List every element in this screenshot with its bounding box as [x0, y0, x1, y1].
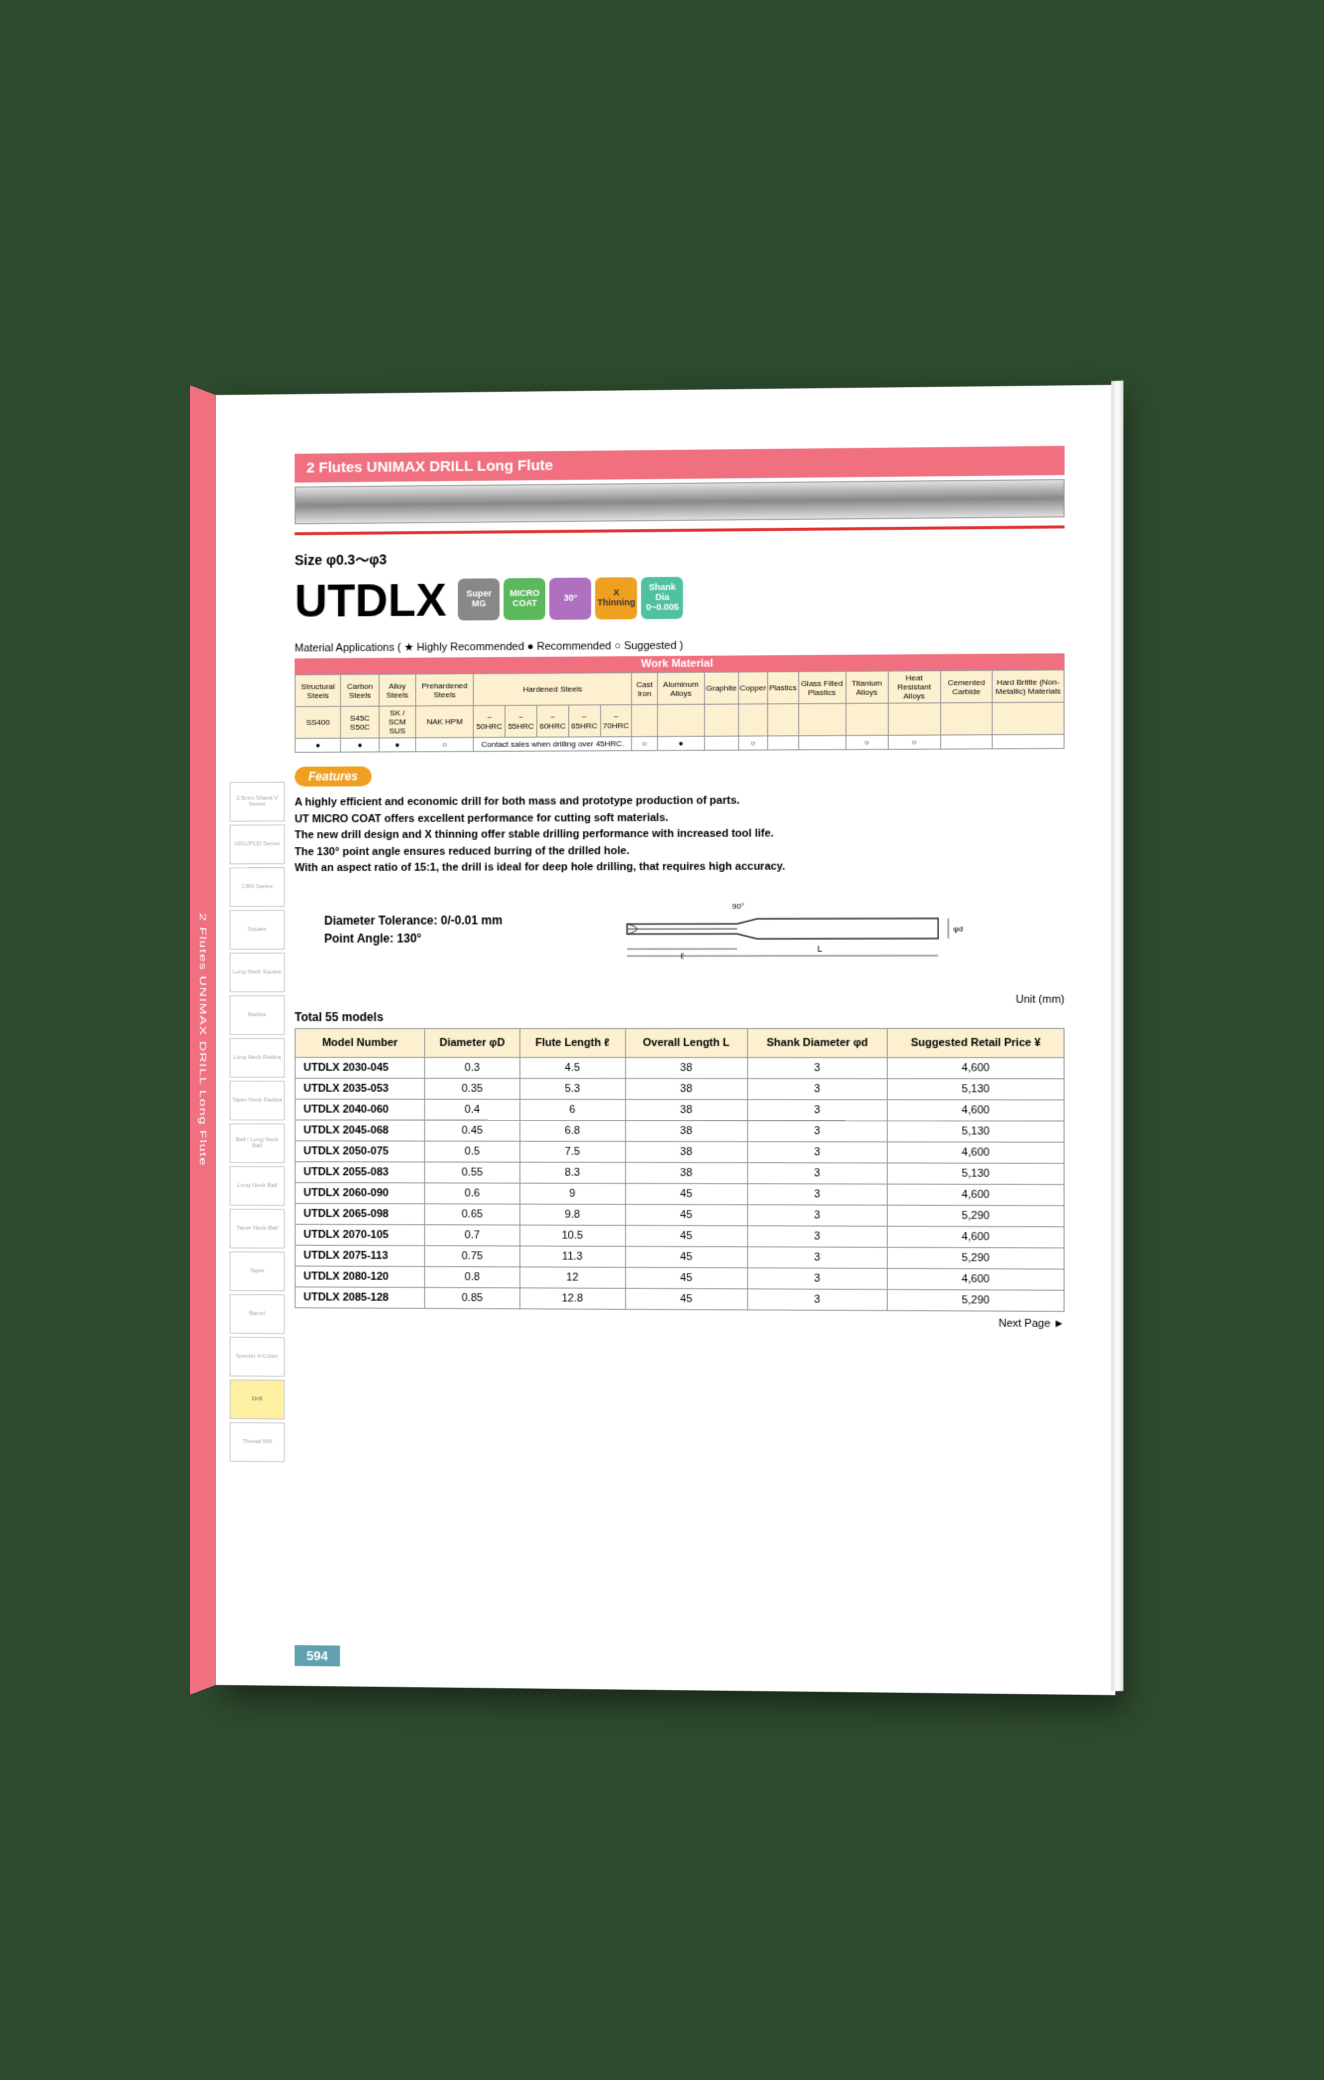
product-code: UTDLX: [295, 573, 447, 628]
table-row: UTDLX 2035-0530.355.33835,130: [295, 1078, 1064, 1100]
total-models: Total 55 models: [295, 1009, 1065, 1023]
next-page-link[interactable]: Next Page ►: [295, 1314, 1065, 1330]
column-header: Suggested Retail Price ¥: [887, 1028, 1064, 1057]
side-tab[interactable]: Radius: [230, 995, 285, 1035]
diameter-tolerance: Diameter Tolerance: 0/-0.01 mm: [324, 911, 502, 929]
page-header: 2 Flutes UNIMAX DRILL Long Flute: [295, 446, 1065, 483]
side-tab[interactable]: Square: [230, 910, 285, 950]
catalog-page: 2.5mm Shank V SeriesUDC/PCD SeriesCBN Se…: [216, 385, 1116, 1695]
side-tabs: 2.5mm Shank V SeriesUDC/PCD SeriesCBN Se…: [230, 782, 285, 1462]
table-row: UTDLX 2060-0900.694534,600: [295, 1182, 1064, 1205]
table-row: UTDLX 2045-0680.456.83835,130: [295, 1119, 1064, 1141]
drill-photo: [295, 479, 1065, 524]
column-header: Overall Length L: [625, 1028, 747, 1057]
side-tab[interactable]: Taper Neck Ball: [230, 1209, 285, 1249]
feature-badge: X Thinning: [595, 577, 637, 619]
table-row: UTDLX 2030-0450.34.53834,600: [295, 1057, 1064, 1078]
point-angle: Point Angle: 130°: [324, 929, 502, 947]
spine-title: 2 Flutes UNIMAX DRILL Long Flute: [198, 913, 208, 1167]
material-legend: Material Applications ( ★ Highly Recomme…: [295, 636, 1065, 654]
column-header: Flute Length ℓ: [520, 1028, 626, 1057]
feature-badge: MICRO COAT: [504, 578, 546, 620]
features-text: A highly efficient and economic drill fo…: [295, 791, 1065, 876]
side-tab[interactable]: Drill: [230, 1379, 285, 1419]
feature-badge: Super MG: [458, 578, 500, 620]
specifications-table: Model NumberDiameter φDFlute Length ℓOve…: [295, 1027, 1065, 1311]
divider-line: [295, 525, 1065, 535]
tolerance-values: Diameter Tolerance: 0/-0.01 mm Point Ang…: [324, 911, 502, 947]
drill-diagram: ℓ L φd 90°: [532, 892, 1064, 963]
table-row: UTDLX 2070-1050.710.54534,600: [295, 1224, 1064, 1248]
material-application-table: Structural SteelsCarbon SteelsAlloy Stee…: [295, 669, 1065, 752]
catalog-book: 2 Flutes UNIMAX DRILL Long Flute 2.5mm S…: [216, 385, 1116, 1695]
column-header: Diameter φD: [425, 1028, 520, 1057]
side-tab[interactable]: Special V-Cutter: [230, 1337, 285, 1377]
side-tab[interactable]: Taper: [230, 1251, 285, 1291]
table-row: UTDLX 2065-0980.659.84535,290: [295, 1203, 1064, 1226]
side-tab[interactable]: Long Neck Ball: [230, 1166, 285, 1206]
table-row: UTDLX 2085-1280.8512.84535,290: [295, 1286, 1064, 1310]
table-row: UTDLX 2040-0600.463834,600: [295, 1099, 1064, 1121]
side-tab[interactable]: 2.5mm Shank V Series: [230, 782, 285, 822]
side-tab[interactable]: Barrel: [230, 1294, 285, 1334]
features-label: Features: [295, 766, 372, 786]
book-spine: 2 Flutes UNIMAX DRILL Long Flute: [190, 385, 216, 1694]
side-tab[interactable]: Long Neck Square: [230, 953, 285, 993]
unit-label: Unit (mm): [295, 993, 1065, 1006]
svg-text:L: L: [817, 943, 822, 953]
side-tab[interactable]: UDC/PCD Series: [230, 824, 285, 864]
side-tab[interactable]: Long Neck Radius: [230, 1038, 285, 1078]
side-tab[interactable]: Thread Mill: [230, 1422, 285, 1462]
side-tab[interactable]: Taper Neck Radius: [230, 1081, 285, 1121]
size-range: Size φ0.3～φ3: [295, 544, 1065, 570]
page-number: 594: [295, 1645, 340, 1666]
table-row: UTDLX 2075-1130.7511.34535,290: [295, 1245, 1064, 1269]
side-tab[interactable]: CBN Series: [230, 867, 285, 907]
side-tab[interactable]: Ball / Long Neck Ball: [230, 1123, 285, 1163]
feature-badges: Super MGMICRO COAT30°X ThinningShank Dia…: [458, 577, 683, 621]
column-header: Model Number: [295, 1028, 425, 1057]
svg-text:φd: φd: [953, 924, 963, 933]
feature-badge: Shank Dia 0~0.005: [641, 577, 683, 619]
tolerance-section: Diameter Tolerance: 0/-0.01 mm Point Ang…: [295, 892, 1065, 964]
table-row: UTDLX 2055-0830.558.33835,130: [295, 1161, 1064, 1184]
table-row: UTDLX 2050-0750.57.53834,600: [295, 1140, 1064, 1163]
feature-badge: 30°: [550, 578, 592, 620]
column-header: Shank Diameter φd: [747, 1028, 887, 1057]
product-title-row: UTDLX Super MGMICRO COAT30°X ThinningSha…: [295, 568, 1065, 628]
svg-text:90°: 90°: [732, 901, 744, 910]
